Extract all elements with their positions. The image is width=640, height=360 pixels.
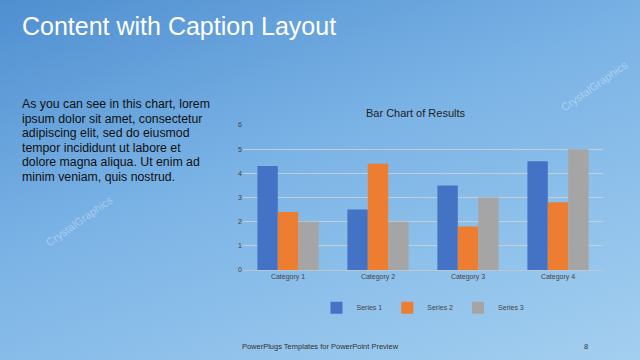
svg-text:6: 6 [238, 121, 242, 128]
svg-text:Category 1: Category 1 [271, 273, 305, 281]
svg-text:Series 1: Series 1 [357, 304, 383, 311]
svg-text:3: 3 [238, 194, 242, 201]
html-text:CrystalGraphics: CrystalGraphics [43, 193, 115, 249]
svg-text:Category 4: Category 4 [541, 273, 575, 281]
html-text:CrystalGraphics: CrystalGraphics [558, 58, 630, 114]
html-text:As you can see in this chart,: As you can see in this chart, lorem ipsu… [22, 97, 210, 184]
svg-text:2: 2 [238, 218, 242, 225]
svg-text:Category 3: Category 3 [451, 273, 485, 281]
svg-text:Series 3: Series 3 [498, 304, 524, 311]
svg-text:4: 4 [238, 170, 242, 177]
svg-text:0: 0 [238, 266, 242, 273]
svg-text:Bar Chart of Results: Bar Chart of Results [366, 107, 466, 119]
html-text:Content with Caption Layout: Content with Caption Layout [22, 12, 337, 40]
html-text:PowerPlugs Templates for Power: PowerPlugs Templates for PowerPoint Prev… [241, 342, 399, 351]
svg-text:1: 1 [238, 242, 242, 249]
svg-text:5: 5 [238, 146, 242, 153]
html-text:8: 8 [584, 342, 589, 351]
svg-text:Category 2: Category 2 [361, 273, 395, 281]
svg-text:Series 2: Series 2 [427, 304, 453, 311]
